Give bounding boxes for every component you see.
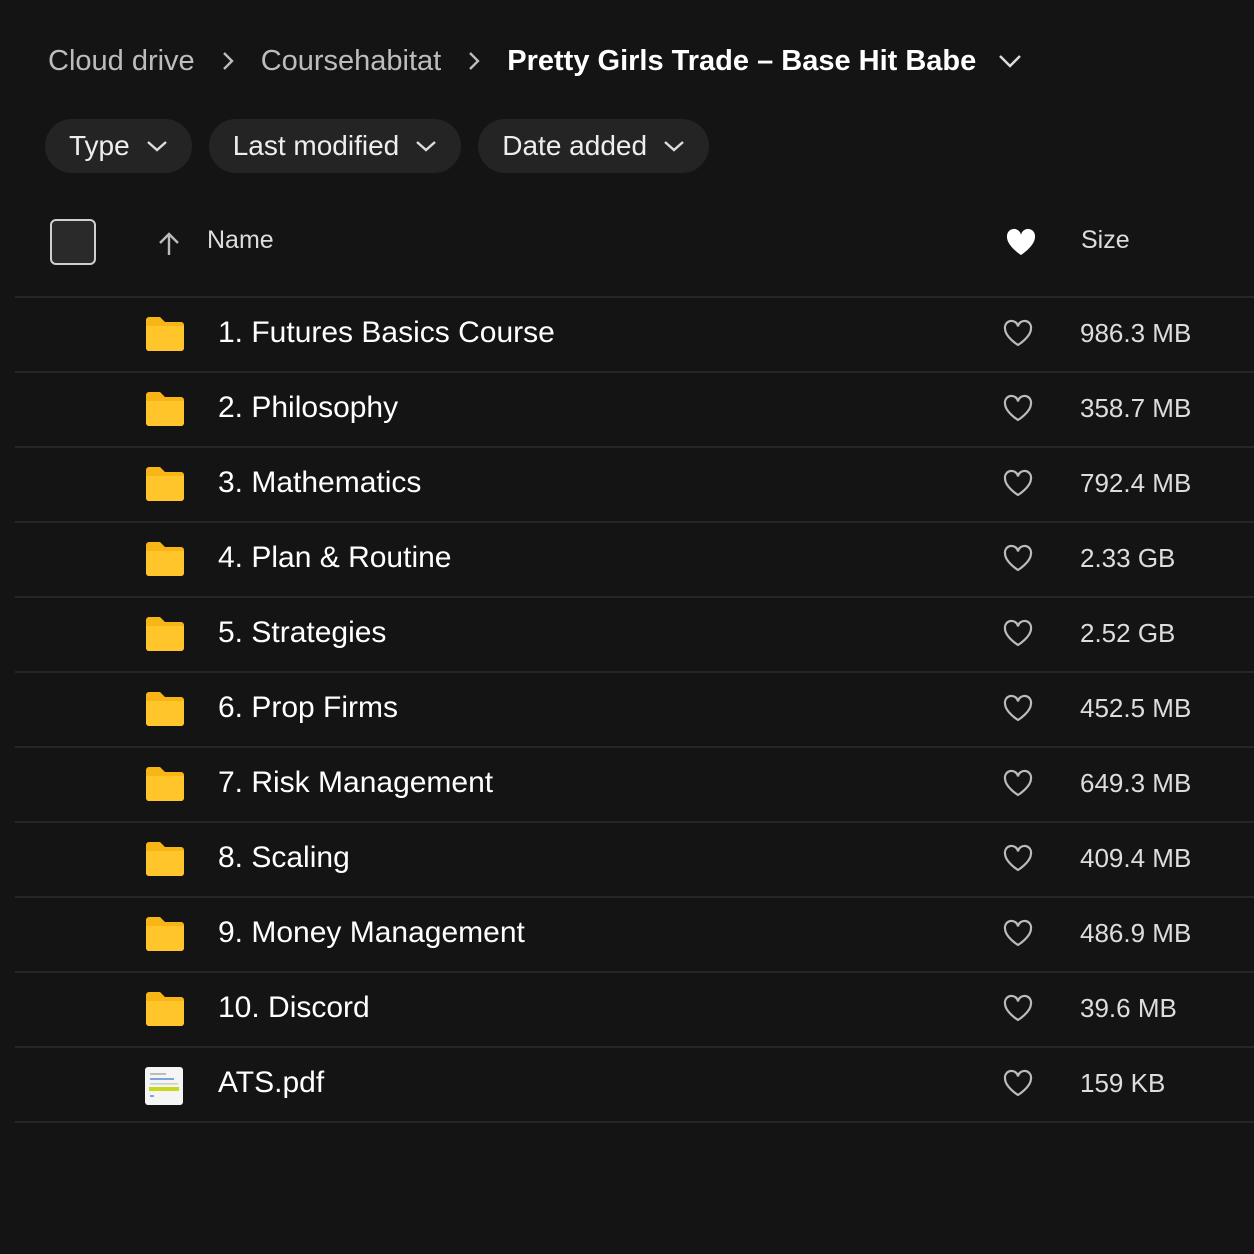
select-all-checkbox[interactable]: [50, 219, 96, 265]
item-name[interactable]: 2. Philosophy: [218, 391, 399, 424]
table-header: Name Size: [0, 216, 1254, 272]
chevron-down-icon: [416, 141, 437, 152]
folder-icon: [144, 466, 186, 507]
item-name[interactable]: 3. Mathematics: [218, 466, 422, 499]
filter-type-label: Type: [69, 130, 130, 161]
item-size: 792.4 MB: [1080, 468, 1192, 498]
list-item[interactable]: 5. Strategies 2.52 GB: [15, 598, 1254, 673]
column-size-header[interactable]: Size: [1081, 226, 1130, 254]
breadcrumb-cloud-drive[interactable]: Cloud drive: [48, 44, 195, 77]
list-item[interactable]: 3. Mathematics 792.4 MB: [15, 448, 1254, 523]
list-item[interactable]: 4. Plan & Routine 2.33 GB: [15, 523, 1254, 598]
item-size: 2.52 GB: [1080, 618, 1176, 648]
filter-date-added[interactable]: Date added: [478, 119, 710, 173]
item-name[interactable]: 9. Money Management: [218, 916, 525, 949]
item-name[interactable]: 8. Scaling: [218, 841, 350, 874]
list-item[interactable]: 9. Money Management 486.9 MB: [15, 898, 1254, 973]
heart-icon[interactable]: [1002, 1069, 1034, 1102]
item-size: 358.7 MB: [1080, 393, 1192, 423]
folder-icon: [144, 916, 186, 957]
folder-icon: [144, 991, 186, 1032]
list-item[interactable]: 1. Futures Basics Course 986.3 MB: [15, 298, 1254, 373]
folder-icon: [144, 616, 186, 657]
folder-icon: [144, 841, 186, 882]
heart-icon[interactable]: [1002, 469, 1034, 502]
filter-last-modified-label: Last modified: [232, 130, 400, 161]
file-list: 1. Futures Basics Course 986.3 MB 2. Phi…: [15, 296, 1254, 1123]
heart-icon[interactable]: [1002, 394, 1034, 427]
item-name[interactable]: 4. Plan & Routine: [218, 541, 452, 574]
heart-icon[interactable]: [1002, 544, 1034, 577]
column-name-header[interactable]: Name: [207, 226, 274, 254]
pdf-file-icon: [144, 1066, 184, 1111]
heart-icon[interactable]: [1002, 769, 1034, 802]
item-name[interactable]: 1. Futures Basics Course: [218, 316, 555, 349]
heart-icon[interactable]: [1002, 619, 1034, 652]
folder-icon: [144, 691, 186, 732]
list-item[interactable]: 10. Discord 39.6 MB: [15, 973, 1254, 1048]
chevron-right-icon: [221, 50, 235, 72]
item-size: 159 KB: [1080, 1068, 1166, 1098]
heart-icon[interactable]: [1002, 694, 1034, 727]
breadcrumb: Cloud drive Coursehabitat Pretty Girls T…: [48, 40, 1022, 82]
item-size: 986.3 MB: [1080, 318, 1192, 348]
list-item[interactable]: 6. Prop Firms 452.5 MB: [15, 673, 1254, 748]
item-size: 2.33 GB: [1080, 543, 1176, 573]
item-size: 39.6 MB: [1080, 993, 1177, 1023]
filter-type[interactable]: Type: [45, 119, 192, 173]
item-size: 452.5 MB: [1080, 693, 1192, 723]
sort-ascending-icon[interactable]: [155, 230, 183, 258]
filter-bar: Type Last modified Date added: [45, 119, 710, 173]
item-size: 649.3 MB: [1080, 768, 1192, 798]
item-size: 486.9 MB: [1080, 918, 1192, 948]
folder-icon: [144, 541, 186, 582]
list-item[interactable]: 2. Philosophy 358.7 MB: [15, 373, 1254, 448]
chevron-down-icon[interactable]: [998, 54, 1022, 68]
chevron-down-icon: [664, 141, 684, 152]
folder-icon: [144, 316, 186, 357]
folder-icon: [144, 766, 186, 807]
breadcrumb-coursehabitat[interactable]: Coursehabitat: [260, 44, 442, 77]
heart-filled-icon[interactable]: [1005, 228, 1037, 256]
breadcrumb-current-folder[interactable]: Pretty Girls Trade – Base Hit Babe: [507, 44, 977, 77]
list-item[interactable]: ATS.pdf 159 KB: [15, 1048, 1254, 1123]
heart-icon[interactable]: [1002, 919, 1034, 952]
chevron-down-icon: [146, 141, 167, 152]
heart-icon[interactable]: [1002, 994, 1034, 1027]
item-name[interactable]: 7. Risk Management: [218, 766, 494, 799]
item-size: 409.4 MB: [1080, 843, 1192, 873]
item-name[interactable]: 10. Discord: [218, 991, 370, 1024]
filter-last-modified[interactable]: Last modified: [208, 119, 462, 173]
filter-date-added-label: Date added: [502, 130, 648, 161]
item-name[interactable]: 6. Prop Firms: [218, 691, 399, 724]
chevron-right-icon: [467, 50, 481, 72]
item-name[interactable]: ATS.pdf: [218, 1066, 325, 1099]
folder-icon: [144, 391, 186, 432]
heart-icon[interactable]: [1002, 319, 1034, 352]
list-item[interactable]: 7. Risk Management 649.3 MB: [15, 748, 1254, 823]
heart-icon[interactable]: [1002, 844, 1034, 877]
list-item[interactable]: 8. Scaling 409.4 MB: [15, 823, 1254, 898]
item-name[interactable]: 5. Strategies: [218, 616, 387, 649]
